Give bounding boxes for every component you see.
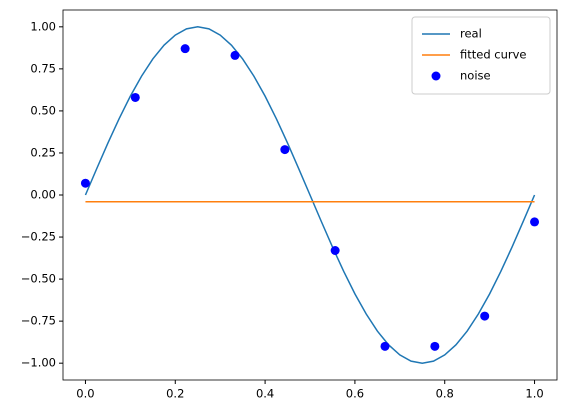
y-tick-label: −0.25	[21, 230, 56, 244]
point	[380, 341, 390, 351]
point	[480, 311, 490, 321]
point	[130, 92, 140, 102]
point	[80, 178, 90, 188]
y-tick-label: 0.75	[30, 61, 56, 75]
point	[330, 246, 340, 255]
point	[430, 341, 440, 351]
x-tick-label: 0.0	[76, 387, 94, 401]
y-tick-label: 1.00	[30, 19, 56, 33]
point	[230, 50, 240, 60]
x-tick-label: 1.0	[525, 387, 543, 401]
y-tick-label: 0.50	[30, 103, 56, 117]
y-tick-label: −1.00	[21, 356, 56, 370]
y-tick-label: −0.50	[21, 272, 56, 286]
point	[280, 145, 290, 155]
y-tick-label: 0.00	[30, 188, 56, 202]
y-tick-label: −0.75	[21, 314, 56, 328]
point	[530, 217, 540, 227]
legend-marker	[431, 71, 441, 81]
line	[84, 26, 536, 364]
legend-box	[411, 16, 551, 95]
x-tick-label: 0.6	[346, 387, 364, 401]
legend-label: fitted curve	[460, 48, 527, 62]
plot-frame	[62, 9, 558, 381]
y-tick-label: 0.25	[30, 145, 56, 159]
x-tick-label: 0.8	[436, 387, 454, 401]
legend-label: noise	[460, 69, 491, 83]
point	[180, 44, 190, 54]
x-tick-label: 0.2	[166, 387, 184, 401]
legend-label: real	[460, 27, 482, 41]
x-tick-label: 0.4	[256, 387, 274, 401]
